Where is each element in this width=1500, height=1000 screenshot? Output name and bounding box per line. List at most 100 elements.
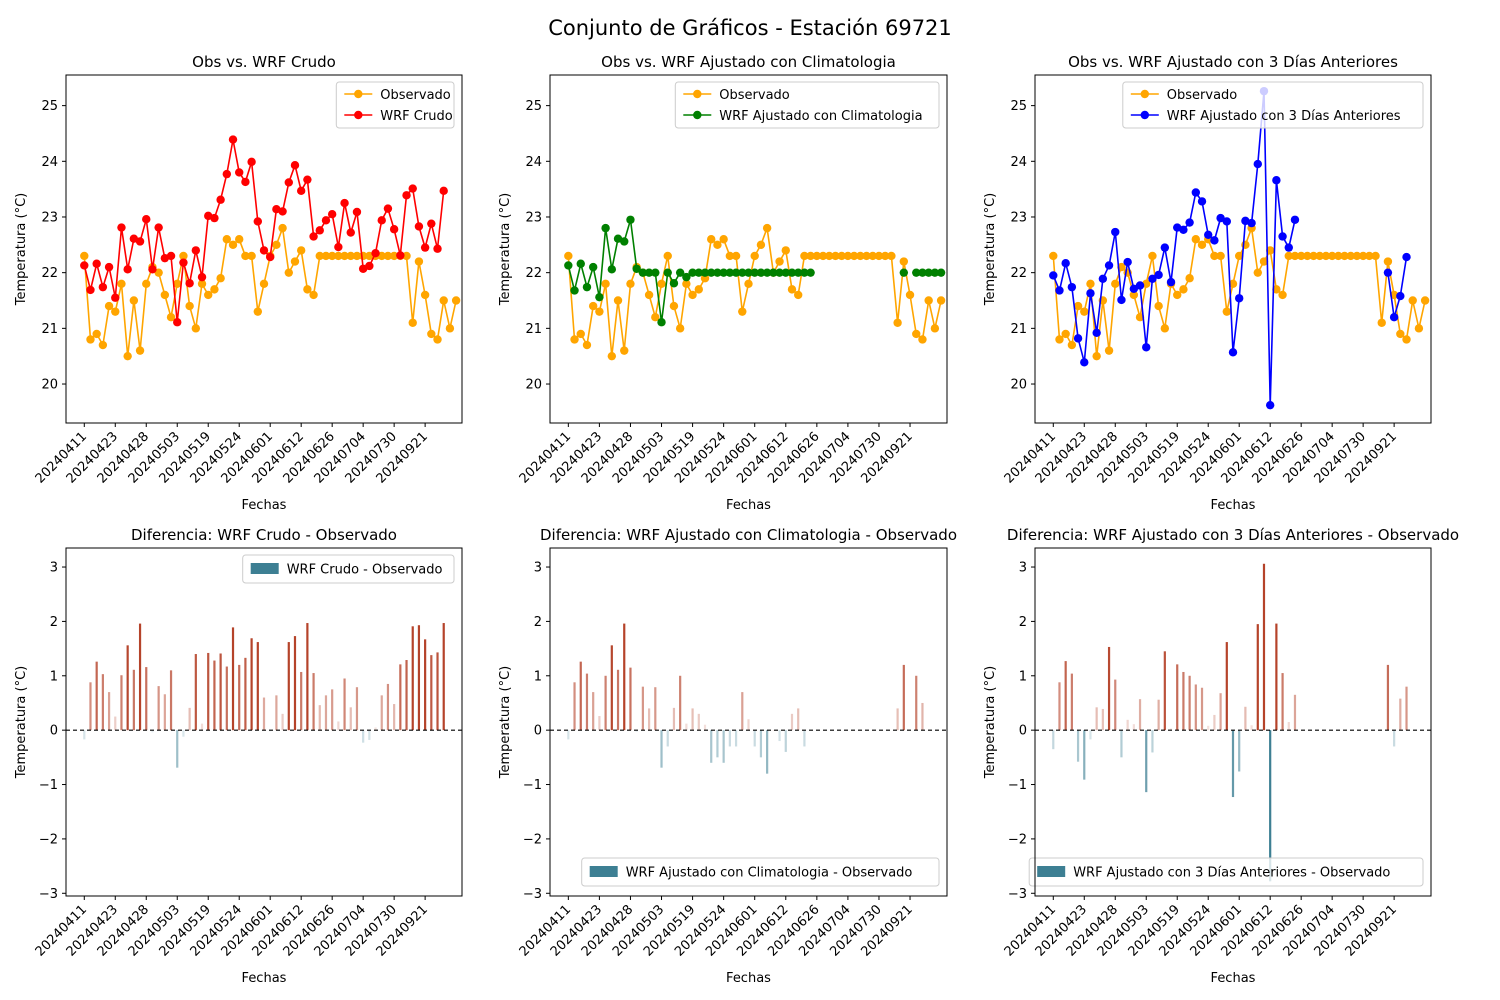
y-tick-label: 21 [41, 322, 58, 337]
bar [778, 730, 781, 742]
data-point [1135, 281, 1145, 290]
data-point [365, 261, 374, 271]
data-point [1383, 257, 1393, 266]
data-point [936, 296, 946, 305]
data-point [806, 251, 815, 261]
data-point [191, 246, 201, 255]
bar [306, 623, 309, 731]
bar [1095, 707, 1098, 731]
data-point [812, 251, 822, 261]
bar [797, 708, 800, 731]
data-point [663, 251, 672, 261]
data-point [1179, 225, 1188, 234]
data-point [1358, 251, 1368, 261]
y-tick-label: 0 [534, 724, 542, 739]
data-point [675, 268, 685, 277]
data-point [1228, 348, 1238, 357]
bar [163, 694, 166, 731]
bar [710, 730, 713, 763]
series-line [1387, 256, 1408, 318]
data-point [601, 279, 610, 288]
data-point [1222, 307, 1232, 316]
data-point [216, 274, 225, 283]
data-point [433, 335, 442, 344]
y-tick-label: 1 [50, 669, 58, 684]
data-point [222, 169, 232, 179]
data-point [1061, 329, 1070, 339]
data-point [1204, 230, 1213, 240]
data-point [383, 204, 393, 213]
y-tick-label: −2 [39, 832, 58, 847]
data-point [80, 261, 89, 270]
y-tick-label: 3 [1019, 561, 1027, 576]
data-point [1222, 217, 1232, 226]
bar [293, 636, 297, 731]
data-point [595, 292, 604, 302]
data-point [247, 251, 256, 261]
chart-panel-5: Diferencia: WRF Ajustado con Climatologi… [498, 526, 957, 986]
data-point [1414, 324, 1424, 333]
data-point [241, 251, 250, 261]
data-point [216, 195, 225, 204]
data-point [1092, 351, 1101, 361]
legend-marker [354, 89, 363, 99]
bar [1132, 724, 1135, 731]
y-tick-label: 2 [534, 615, 542, 630]
data-point [918, 335, 927, 344]
data-point [800, 251, 809, 261]
y-axis-label: Temperatura (°C) [498, 193, 513, 306]
legend-label: Observado [380, 88, 451, 103]
data-point [340, 251, 349, 261]
legend-frame [242, 554, 455, 584]
data-point [856, 251, 865, 261]
y-tick-label: 3 [50, 561, 58, 576]
x-axis-label: Fechas [726, 971, 771, 986]
legend-label: Observado [719, 88, 790, 103]
data-point [1086, 289, 1095, 298]
data-point [607, 265, 617, 274]
legend-label: WRF Ajustado con 3 Días Anteriores - Obs… [1073, 866, 1390, 881]
bar [610, 645, 613, 731]
data-point [1160, 324, 1170, 333]
chart-title: Obs vs. WRF Ajustado con Climatologia [601, 53, 896, 71]
data-point [582, 282, 592, 292]
data-point [744, 279, 753, 288]
legend: WRF Ajustado con 3 Días Anteriores - Obs… [1028, 857, 1424, 887]
legend-marker [1140, 89, 1150, 99]
y-axis-label: Temperatura (°C) [14, 193, 29, 306]
data-point [439, 186, 448, 196]
bar [623, 623, 626, 731]
bar [592, 692, 595, 731]
data-point [1080, 358, 1089, 367]
data-point [806, 268, 815, 277]
legend: WRF Crudo - Observado [242, 554, 455, 584]
data-point [142, 279, 151, 288]
chart-title: Diferencia: WRF Ajustado con Climatologi… [540, 526, 957, 544]
data-point [1104, 261, 1114, 270]
data-point [1111, 279, 1120, 288]
x-axis-label: Fechas [726, 498, 771, 513]
bar [231, 627, 235, 731]
bar [803, 730, 806, 747]
plot-frame [549, 547, 948, 897]
data-point [905, 290, 915, 300]
data-point [613, 296, 623, 305]
data-point [166, 313, 176, 322]
data-point [1055, 335, 1064, 344]
legend-label: WRF Crudo [380, 109, 452, 124]
data-point [197, 272, 207, 282]
data-point [334, 251, 343, 261]
data-point [756, 240, 766, 250]
data-point [607, 351, 617, 361]
y-tick-label: 22 [1010, 266, 1027, 281]
data-point [719, 235, 728, 244]
data-point [1067, 282, 1077, 292]
data-point [1191, 188, 1201, 197]
data-point [775, 268, 784, 277]
data-point [651, 268, 660, 277]
data-point [620, 346, 629, 355]
bar [176, 730, 179, 768]
bar [1089, 730, 1092, 740]
data-point [1080, 307, 1089, 316]
